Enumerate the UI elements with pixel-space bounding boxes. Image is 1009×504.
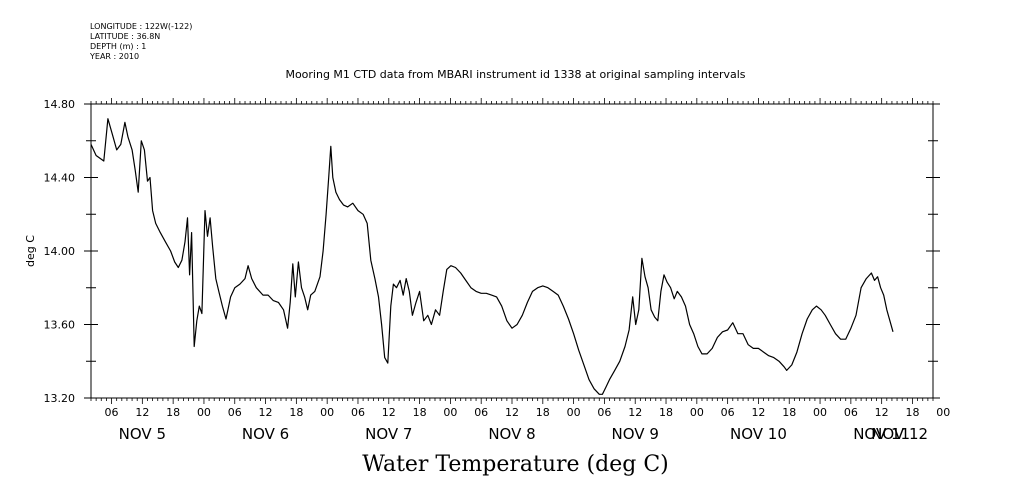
x-tick-label: 06 bbox=[474, 406, 488, 419]
plot-frame bbox=[90, 103, 934, 399]
x-tick-label: 18 bbox=[536, 406, 550, 419]
x-tick-label: 06 bbox=[844, 406, 858, 419]
x-tick-label: 18 bbox=[413, 406, 427, 419]
x-day-label: NOV 6 bbox=[242, 425, 289, 443]
metadata-block: LONGITUDE : 122W(-122) LATITUDE : 36.8N DE… bbox=[90, 22, 192, 62]
x-tick-label: 12 bbox=[628, 406, 642, 419]
x-tick-label: 12 bbox=[135, 406, 149, 419]
x-tick-label: 06 bbox=[228, 406, 242, 419]
x-tick-label: 00 bbox=[197, 406, 211, 419]
temperature-series-line bbox=[90, 118, 894, 395]
plot-title: Mooring M1 CTD data from MBARI instrumen… bbox=[285, 68, 746, 81]
x-tick-label: 06 bbox=[721, 406, 735, 419]
x-tick-label: 06 bbox=[597, 406, 611, 419]
x-tick-label: 18 bbox=[905, 406, 919, 419]
year-label: YEAR : 2010 bbox=[90, 52, 140, 61]
depth-label: DEPTH (m) : 1 bbox=[90, 42, 147, 51]
x-day-label: NOV 7 bbox=[365, 425, 412, 443]
x-tick-label: 00 bbox=[567, 406, 581, 419]
y-tick-label: 13.20 bbox=[44, 392, 76, 405]
latitude-label: LATITUDE : 36.8N bbox=[90, 32, 161, 41]
x-tick-label: 06 bbox=[105, 406, 119, 419]
x-day-label: NOV 5 bbox=[119, 425, 166, 443]
x-tick-label: 12 bbox=[751, 406, 765, 419]
x-tick-label: 06 bbox=[351, 406, 365, 419]
x-day-label: NOV 9 bbox=[612, 425, 659, 443]
x-tick-label: 18 bbox=[166, 406, 180, 419]
x-tick-label: 12 bbox=[875, 406, 889, 419]
x-tick-label: 00 bbox=[690, 406, 704, 419]
x-day-label: NOV 12 bbox=[871, 425, 928, 443]
y-tick-label: 13.60 bbox=[44, 319, 76, 332]
x-tick-label: 12 bbox=[505, 406, 519, 419]
x-tick-label: 18 bbox=[782, 406, 796, 419]
x-tick-label: 00 bbox=[443, 406, 457, 419]
x-tick-label: 12 bbox=[382, 406, 396, 419]
x-tick-label: 00 bbox=[813, 406, 827, 419]
y-tick-label: 14.40 bbox=[44, 172, 76, 185]
y-tick-label: 14.00 bbox=[44, 245, 76, 258]
x-tick-label: 12 bbox=[259, 406, 273, 419]
chart-title: Water Temperature (deg C) bbox=[362, 452, 669, 477]
x-tick-label: 18 bbox=[659, 406, 673, 419]
y-tick-label: 14.80 bbox=[44, 98, 76, 111]
x-tick-label: 18 bbox=[289, 406, 303, 419]
longitude-label: LONGITUDE : 122W(-122) bbox=[90, 22, 193, 31]
x-tick-label: 00 bbox=[936, 406, 950, 419]
x-day-label: NOV 8 bbox=[488, 425, 535, 443]
x-day-label: NOV 11 bbox=[853, 425, 910, 443]
x-day-label: NOV 10 bbox=[730, 425, 787, 443]
x-tick-label: 00 bbox=[320, 406, 334, 419]
y-axis-label: deg C bbox=[24, 235, 37, 267]
